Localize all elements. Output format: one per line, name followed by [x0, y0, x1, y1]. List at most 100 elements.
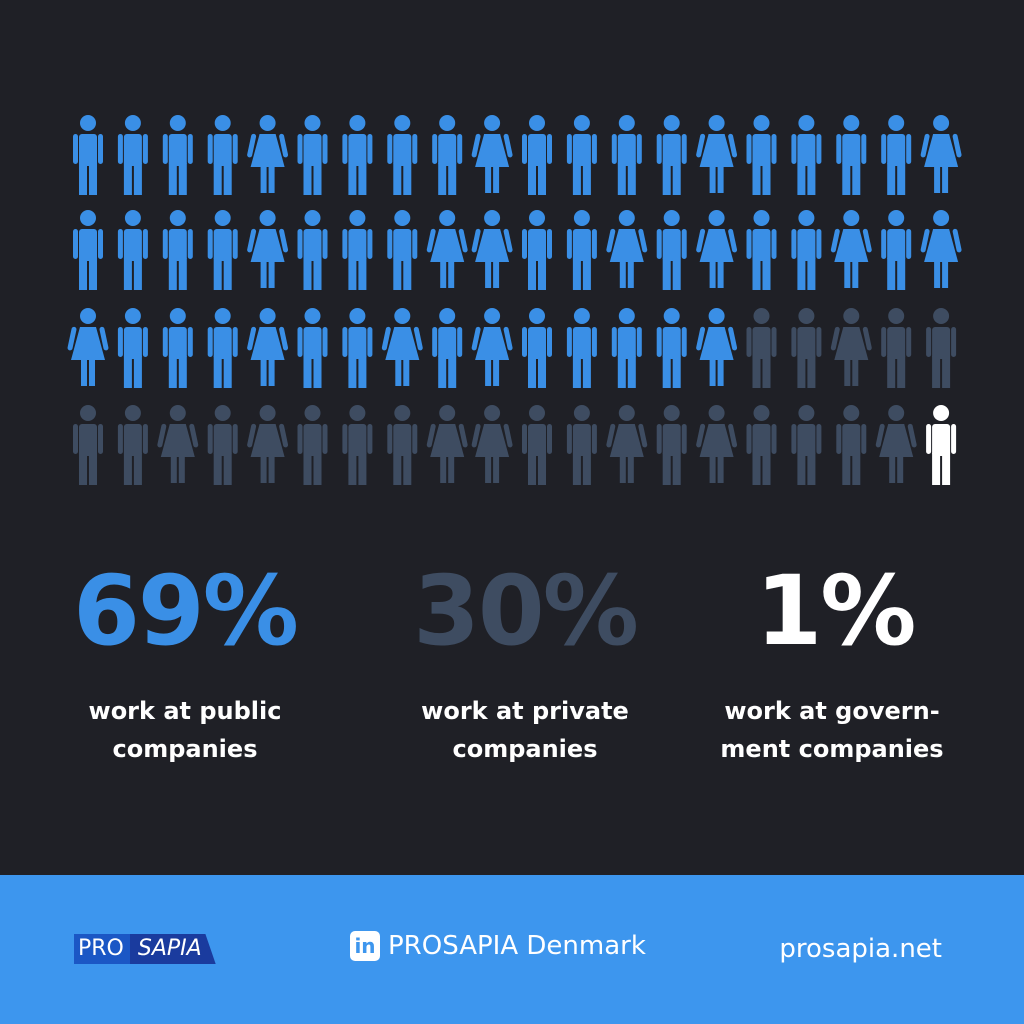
arm [951, 424, 957, 454]
person-icon [656, 210, 687, 290]
arm [566, 134, 572, 164]
leg [448, 455, 455, 483]
leg [672, 356, 681, 388]
linkedin-icon: in [350, 931, 380, 961]
leg [313, 258, 322, 290]
arm [412, 229, 418, 259]
person-icon [566, 210, 597, 290]
leg [260, 260, 267, 288]
pictogram [67, 115, 962, 485]
torso [79, 424, 97, 456]
leg [348, 163, 357, 195]
torso [572, 134, 591, 166]
arm [696, 326, 706, 351]
arm [503, 133, 513, 158]
person-icon [73, 405, 103, 485]
leg [852, 453, 861, 485]
leg [213, 356, 222, 388]
arm [681, 229, 687, 259]
arm [746, 327, 752, 357]
person-icon [381, 308, 423, 386]
arm [387, 134, 393, 164]
arm [98, 229, 103, 259]
head [708, 405, 725, 421]
arm [547, 134, 552, 164]
arm [247, 133, 257, 158]
leg [493, 165, 500, 193]
torso [168, 134, 187, 166]
arm [681, 134, 687, 164]
arm [746, 134, 752, 164]
arm [861, 134, 867, 164]
arm [232, 424, 238, 454]
arm [232, 134, 238, 164]
head [394, 308, 411, 324]
person-icon [522, 405, 552, 485]
leg [178, 163, 187, 195]
head [798, 308, 815, 324]
person-icon [522, 210, 552, 290]
arm [636, 327, 642, 357]
leg [358, 356, 367, 388]
arm [99, 326, 109, 351]
arm [232, 229, 238, 259]
percent-private: 30% [413, 555, 639, 667]
dress [430, 424, 465, 457]
arm [771, 424, 777, 454]
head [798, 115, 815, 131]
arm [816, 424, 822, 454]
arm [322, 327, 328, 357]
arm [432, 327, 438, 357]
leg [123, 163, 132, 195]
head [888, 405, 905, 421]
leg [932, 453, 941, 485]
arm [881, 134, 887, 164]
arm [611, 134, 617, 164]
arm [207, 327, 213, 357]
head [169, 210, 186, 226]
arm [746, 424, 752, 454]
arm [791, 327, 797, 357]
person-icon [247, 405, 289, 483]
leg [627, 455, 634, 483]
leg [485, 358, 492, 386]
person-icon [881, 210, 912, 290]
arm [117, 134, 123, 164]
leg [709, 358, 716, 386]
torso [213, 134, 232, 166]
torso [438, 134, 457, 166]
head [439, 308, 456, 324]
leg [313, 356, 322, 388]
torso [348, 134, 367, 166]
person-icon [471, 308, 513, 386]
head [124, 115, 141, 131]
arm [503, 326, 513, 351]
leg [123, 453, 132, 485]
leg [79, 258, 87, 290]
torso [752, 424, 771, 456]
arm [566, 424, 572, 454]
head [888, 308, 905, 324]
leg [897, 455, 904, 483]
person-icon [162, 308, 193, 388]
linkedin[interactable]: in PROSAPIA Denmark [350, 931, 646, 961]
arm [638, 423, 648, 448]
arm [771, 229, 777, 259]
person-icon [881, 308, 912, 388]
arm [157, 423, 167, 448]
person-icon [73, 210, 103, 290]
arm [387, 229, 393, 259]
head [798, 405, 815, 421]
leg [448, 163, 457, 195]
leg [260, 455, 267, 483]
arm [636, 134, 642, 164]
leg [213, 453, 222, 485]
person-icon [881, 115, 912, 195]
person-icon [207, 115, 238, 195]
head [349, 308, 366, 324]
website[interactable]: prosapia.net [779, 934, 942, 964]
person-icon [522, 308, 552, 388]
arm [457, 134, 463, 164]
arm [162, 229, 168, 259]
person-icon [432, 308, 463, 388]
